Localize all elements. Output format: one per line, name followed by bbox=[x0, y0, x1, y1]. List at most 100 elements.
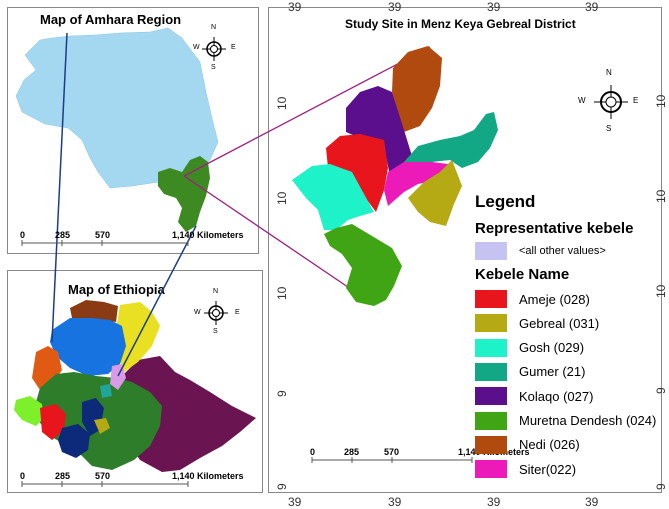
bottom-tick: 39 bbox=[487, 495, 501, 509]
right-tick: 9 bbox=[654, 483, 668, 490]
top-tick: 39 bbox=[388, 0, 402, 14]
bottom-tick: 39 bbox=[288, 495, 302, 509]
connector-line-purple-1 bbox=[183, 46, 431, 177]
legend-item: Kolaqo (027) bbox=[475, 386, 593, 406]
legend-item: Gumer (21) bbox=[475, 362, 585, 382]
compass-n-label-study: N bbox=[606, 68, 612, 77]
study-scale-bar bbox=[311, 457, 473, 463]
legend-swatch bbox=[475, 362, 507, 381]
legend-item: Siter(022) bbox=[475, 459, 576, 479]
bottom-tick: 39 bbox=[585, 495, 599, 509]
legend-label: Nedi (026) bbox=[519, 437, 580, 453]
amhara-scale-bar bbox=[21, 240, 189, 246]
left-tick: 9 bbox=[275, 483, 289, 490]
left-tick: 10 bbox=[275, 191, 289, 205]
compass-n-label: N bbox=[211, 24, 217, 31]
ethiopia-map-title: Map of Ethiopia bbox=[68, 282, 165, 297]
legend-kebele-title: Kebele Name bbox=[475, 266, 570, 283]
legend-label: Ameje (028) bbox=[519, 291, 590, 307]
amhara-highlight-district bbox=[158, 156, 210, 232]
connector-line-blue-1 bbox=[51, 32, 68, 343]
right-tick: 10 bbox=[654, 189, 668, 203]
legend-swatch bbox=[475, 387, 507, 406]
compass-s-label: S bbox=[211, 64, 216, 71]
compass-n-label-eth: N bbox=[213, 288, 219, 295]
legend-label: Kolaqo (027) bbox=[519, 388, 594, 404]
compass-w-label-eth: W bbox=[194, 309, 201, 316]
legend-item: Ameje (028) bbox=[475, 289, 590, 309]
top-tick: 39 bbox=[487, 0, 501, 14]
kebele-ameje bbox=[326, 134, 388, 212]
ethiopia-navy-region bbox=[58, 424, 90, 458]
legend-item: Nedi (026) bbox=[475, 435, 580, 455]
legend-swatch bbox=[475, 435, 507, 454]
compass-e-label-eth: E bbox=[235, 309, 240, 316]
kebele-siter bbox=[384, 162, 448, 206]
kebele-gumer bbox=[404, 112, 498, 168]
compass-icon-ethiopia bbox=[204, 301, 228, 325]
study-scale-285: 285 bbox=[344, 447, 360, 457]
ethiopia-olive-region bbox=[94, 418, 110, 434]
kebele-gebreal bbox=[408, 160, 462, 226]
kebele-gosh bbox=[292, 164, 374, 230]
compass-w-label: W bbox=[193, 44, 200, 51]
legend-title: Legend bbox=[475, 192, 536, 211]
legend-label: <all other values> bbox=[519, 245, 606, 257]
top-tick: 39 bbox=[585, 0, 599, 14]
compass-icon-study bbox=[594, 85, 628, 119]
compass-e-label: E bbox=[231, 44, 236, 51]
compass-w-label-study: W bbox=[578, 96, 586, 105]
amhara-scale-0: 0 bbox=[20, 230, 26, 240]
compass-e-label-study: E bbox=[633, 96, 639, 105]
study-scale-0: 0 bbox=[310, 447, 316, 457]
kebele-muretna-dendesh bbox=[324, 224, 402, 306]
left-tick: 10 bbox=[275, 96, 289, 110]
legend-label: Gumer (21) bbox=[519, 364, 586, 380]
amhara-scale-570: 570 bbox=[95, 230, 111, 240]
connector-line-purple-2 bbox=[183, 175, 371, 303]
ethiopia-scale-0: 0 bbox=[20, 471, 26, 481]
compass-s-label-study: S bbox=[606, 124, 612, 133]
compass-s-label-eth: S bbox=[213, 328, 218, 335]
legend-label: Gosh (029) bbox=[519, 340, 585, 356]
legend-item: Gebreal (031) bbox=[475, 313, 599, 333]
ethiopia-scale-1140: 1,140 Kilometers bbox=[172, 471, 244, 481]
ethiopia-brown-region bbox=[70, 300, 118, 322]
amhara-scale-285: 285 bbox=[55, 230, 71, 240]
amhara-scale-1140: 1,140 Kilometers bbox=[172, 230, 244, 240]
right-tick: 9 bbox=[654, 387, 668, 394]
legend-swatch bbox=[475, 242, 507, 260]
legend-rep-item: <all other values> bbox=[475, 241, 606, 261]
legend-label: Gebreal (031) bbox=[519, 315, 600, 331]
legend-swatch bbox=[475, 338, 507, 357]
legend-rep-title: Representative kebele bbox=[475, 220, 634, 237]
ethiopia-pink-region bbox=[110, 364, 126, 390]
right-tick: 10 bbox=[654, 94, 668, 108]
legend-swatch bbox=[475, 290, 507, 308]
ethiopia-scale-bar bbox=[21, 481, 189, 487]
compass-icon bbox=[202, 37, 226, 61]
connector-line-blue-2 bbox=[117, 225, 197, 377]
legend-item: Gosh (029) bbox=[475, 338, 584, 358]
ethiopia-scale-285: 285 bbox=[55, 471, 71, 481]
top-tick: 39 bbox=[288, 0, 302, 14]
ethiopia-red-region bbox=[40, 404, 66, 440]
study-scale-570: 570 bbox=[384, 447, 400, 457]
bottom-tick: 39 bbox=[388, 495, 402, 509]
legend-swatch bbox=[475, 411, 507, 430]
legend-label: Siter(022) bbox=[519, 461, 577, 477]
ethiopia-lime-region bbox=[14, 396, 44, 426]
left-tick: 10 bbox=[275, 286, 289, 300]
legend-swatch bbox=[475, 460, 507, 479]
legend-item: Muretna Dendesh (024) bbox=[475, 411, 656, 431]
ethiopia-scale-570: 570 bbox=[95, 471, 111, 481]
legend-label: Muretna Dendesh (024) bbox=[519, 413, 657, 428]
study-site-panel bbox=[268, 7, 662, 493]
kebele-kolaqo bbox=[346, 86, 412, 176]
kebele-nedi bbox=[392, 46, 442, 132]
ethiopia-teal-region bbox=[100, 384, 112, 398]
legend-swatch bbox=[475, 314, 507, 333]
study-site-title: Study Site in Menz Keya Gebreal District bbox=[345, 17, 576, 31]
right-tick: 10 bbox=[654, 284, 668, 298]
